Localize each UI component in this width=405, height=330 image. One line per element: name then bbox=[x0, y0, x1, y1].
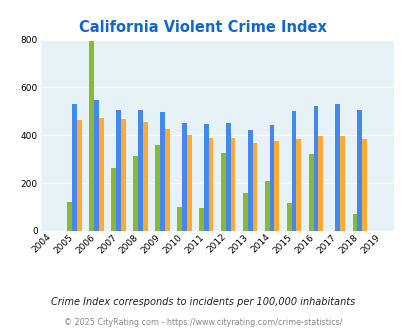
Text: © 2025 CityRating.com - https://www.cityrating.com/crime-statistics/: © 2025 CityRating.com - https://www.city… bbox=[64, 318, 341, 327]
Bar bbox=[138, 110, 143, 231]
Bar bbox=[291, 112, 296, 231]
Bar bbox=[252, 143, 257, 231]
Bar bbox=[160, 112, 164, 231]
Bar bbox=[164, 129, 169, 231]
Bar bbox=[121, 119, 126, 231]
Bar bbox=[356, 110, 361, 231]
Bar bbox=[361, 139, 366, 231]
Bar bbox=[198, 208, 203, 231]
Bar bbox=[335, 104, 339, 231]
Bar bbox=[155, 145, 160, 231]
Bar bbox=[72, 104, 77, 231]
Bar bbox=[99, 118, 104, 231]
Bar bbox=[177, 207, 181, 231]
Text: California Violent Crime Index: California Violent Crime Index bbox=[79, 20, 326, 35]
Bar bbox=[296, 139, 301, 231]
Bar bbox=[308, 154, 313, 231]
Bar bbox=[143, 122, 147, 231]
Bar bbox=[220, 152, 225, 231]
Bar bbox=[286, 204, 291, 231]
Bar bbox=[186, 135, 191, 231]
Bar bbox=[111, 168, 116, 231]
Bar bbox=[181, 123, 186, 231]
Bar bbox=[94, 100, 99, 231]
Bar bbox=[230, 138, 235, 231]
Bar bbox=[225, 123, 230, 231]
Text: Crime Index corresponds to incidents per 100,000 inhabitants: Crime Index corresponds to incidents per… bbox=[51, 297, 354, 307]
Bar bbox=[242, 193, 247, 231]
Bar bbox=[264, 182, 269, 231]
Bar bbox=[133, 156, 138, 231]
Bar bbox=[116, 110, 121, 231]
Bar bbox=[352, 214, 356, 231]
Bar bbox=[269, 124, 274, 231]
Bar bbox=[208, 138, 213, 231]
Bar bbox=[203, 124, 208, 231]
Bar bbox=[67, 202, 72, 231]
Bar bbox=[89, 41, 94, 231]
Bar bbox=[247, 130, 252, 231]
Bar bbox=[274, 141, 279, 231]
Bar bbox=[339, 136, 344, 231]
Bar bbox=[77, 120, 82, 231]
Bar bbox=[313, 106, 318, 231]
Bar bbox=[318, 136, 322, 231]
